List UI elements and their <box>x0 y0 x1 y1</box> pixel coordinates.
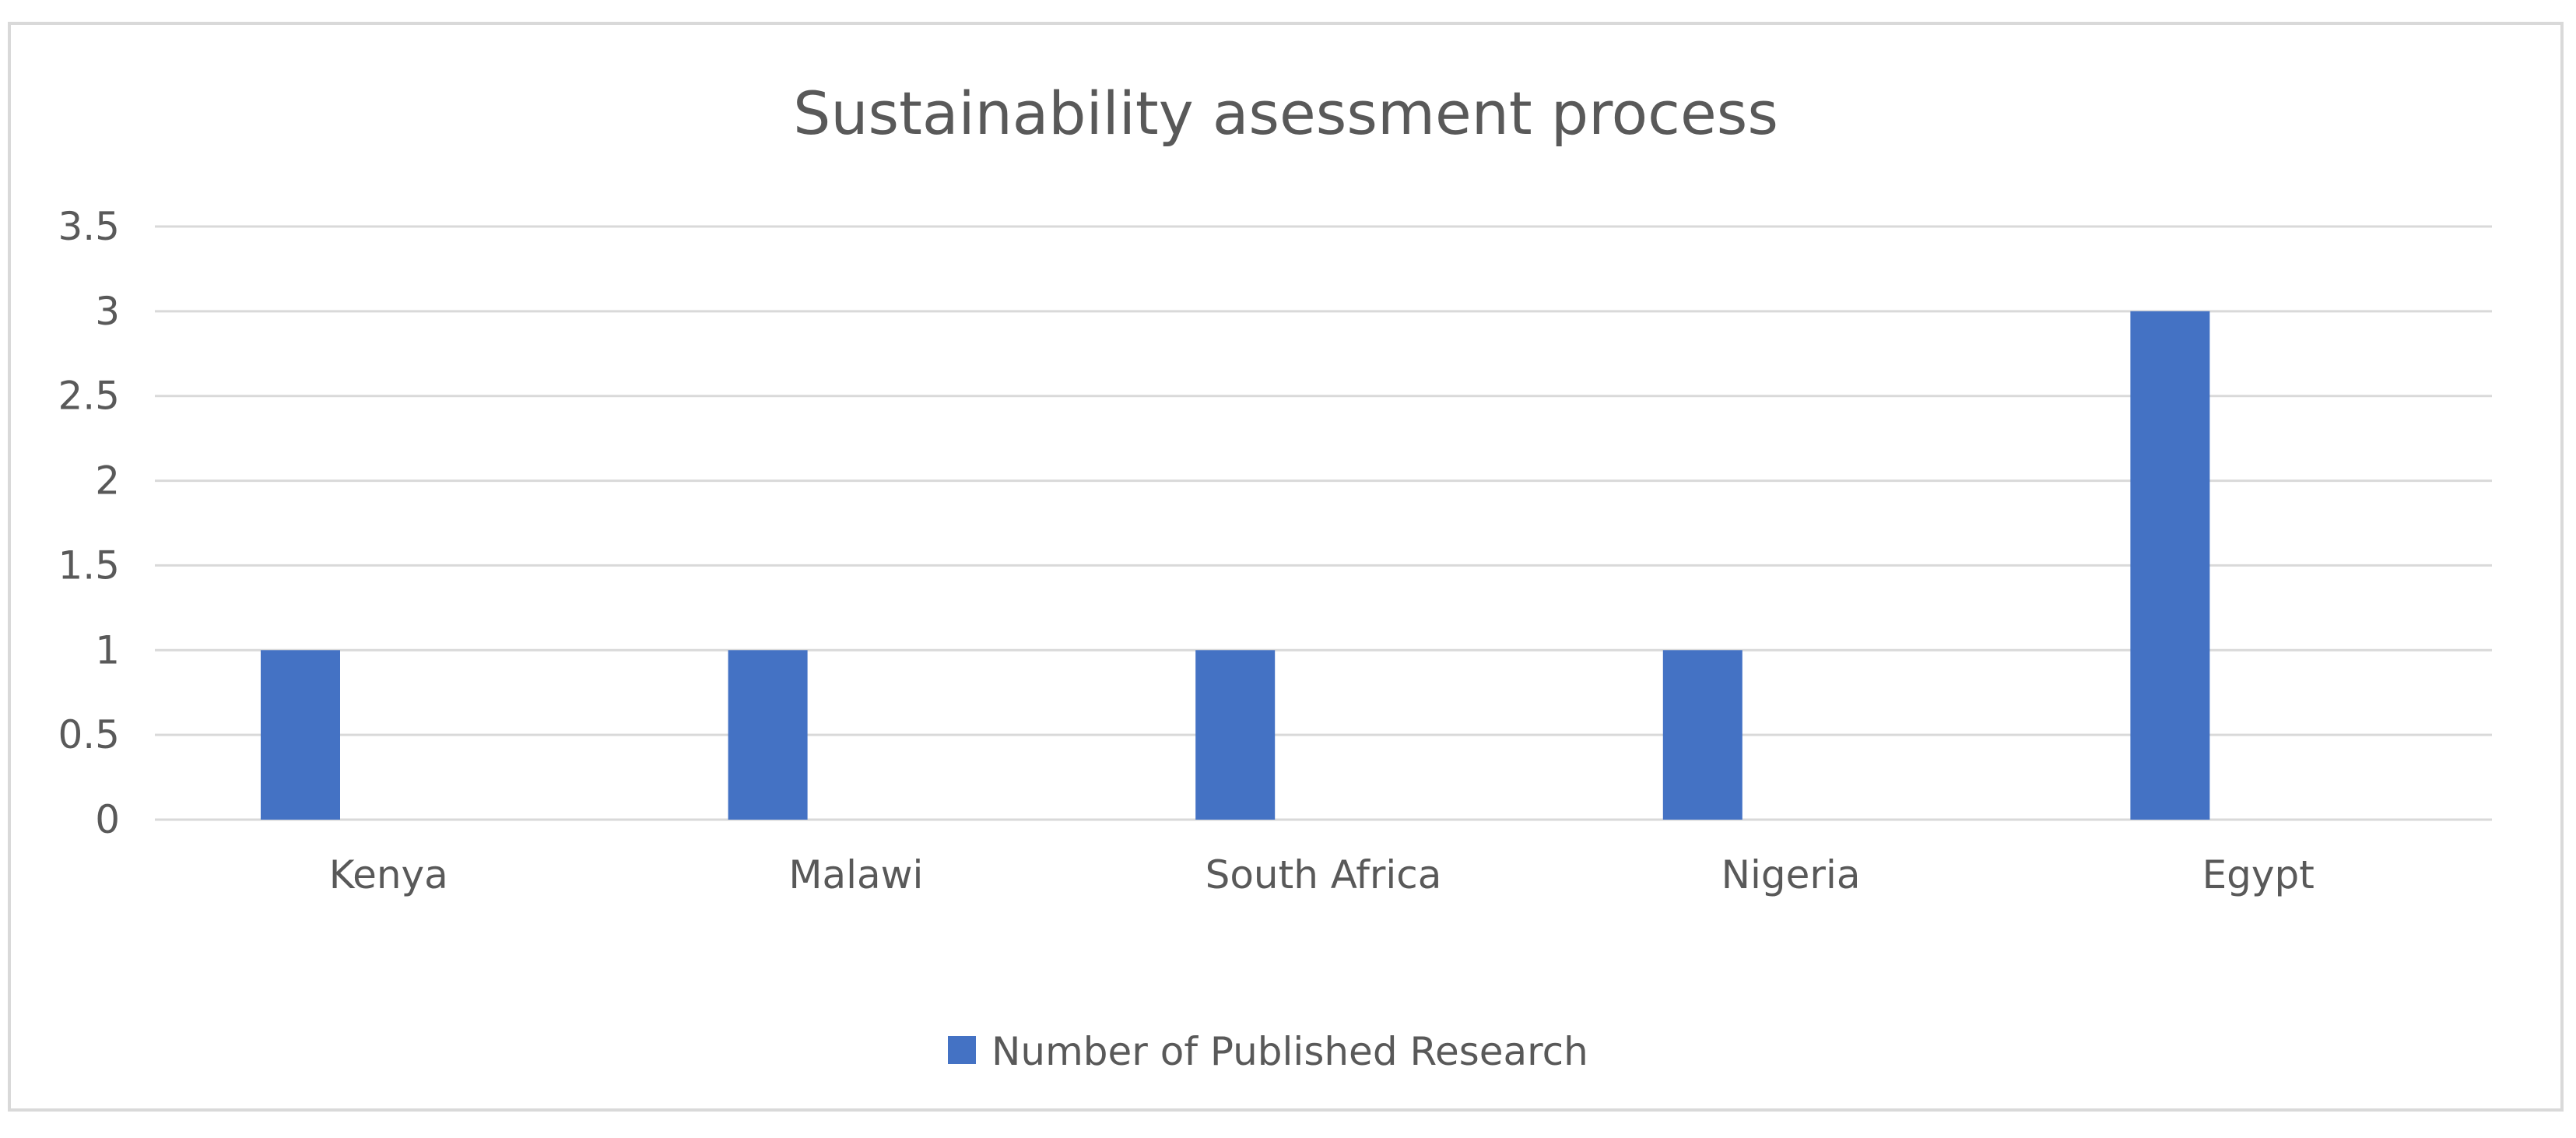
y-tick-label: 1 <box>95 627 120 673</box>
legend-swatch <box>948 1036 976 1064</box>
x-axis-categories: Kenya Malawi South Africa Nigeria Egypt <box>329 852 2315 897</box>
bar-south-africa <box>1195 650 1276 820</box>
bar-kenya <box>261 650 340 820</box>
x-category-label: Kenya <box>329 852 448 897</box>
y-tick-label: 3.5 <box>58 204 120 249</box>
bar-egypt <box>2130 311 2210 820</box>
y-tick-label: 2.5 <box>58 374 120 419</box>
bars <box>261 311 2210 820</box>
x-category-label: Nigeria <box>1721 852 1861 897</box>
x-category-label: Malawi <box>788 852 923 897</box>
x-category-label: South Africa <box>1206 852 1442 897</box>
legend: Number of Published Research <box>948 1029 1588 1074</box>
legend-label: Number of Published Research <box>991 1029 1588 1074</box>
bar-malawi <box>728 650 808 820</box>
y-tick-label: 3 <box>95 289 120 334</box>
chart-title: Sustainability asessment process <box>793 79 1778 148</box>
bar-chart: Sustainability asessment process 0 0.5 1 1.… <box>58 79 2492 1074</box>
chart-frame: Sustainability asessment process 0 0.5 1 1.… <box>8 22 2564 1112</box>
gridlines <box>155 225 2492 821</box>
y-tick-label: 0 <box>95 797 120 842</box>
y-tick-label: 1.5 <box>58 543 120 588</box>
y-tick-label: 2 <box>95 458 120 504</box>
x-category-label: Egypt <box>2202 852 2315 897</box>
y-tick-label: 0.5 <box>58 712 120 757</box>
y-axis-ticks: 0 0.5 1 1.5 2 2.5 3 3.5 <box>58 204 120 842</box>
bar-nigeria <box>1662 650 1742 820</box>
